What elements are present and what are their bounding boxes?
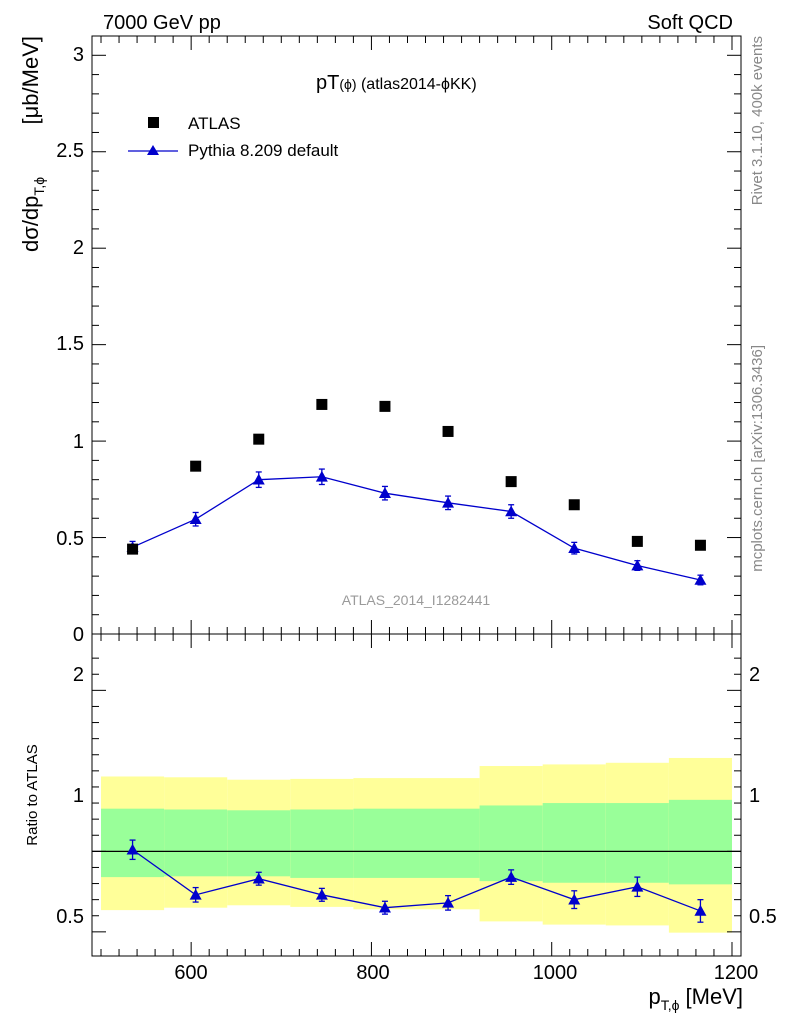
ratio-bands xyxy=(92,757,741,933)
ratio-point-9 xyxy=(694,904,707,916)
legend-label-pythia: Pythia 8.209 default xyxy=(188,141,339,160)
ratio-ytick-right-0.5: 0.5 xyxy=(749,906,777,928)
ratio-point-1 xyxy=(189,888,202,900)
mc-point-3 xyxy=(315,470,328,482)
ratio-point-8 xyxy=(631,880,644,892)
mcplots-label: mcplots.cern.ch [arXiv:1306.3436] xyxy=(749,345,766,572)
x-axis-ticks xyxy=(100,36,733,956)
green-band-8 xyxy=(605,803,669,883)
green-band-9 xyxy=(668,799,732,885)
top-y-axis-label-sub: T,ϕ xyxy=(31,177,47,196)
green-band-7 xyxy=(542,803,606,883)
ratio-ytick-left-2: 2 xyxy=(73,664,84,686)
ratio-y-axis-label: Ratio to ATLAS xyxy=(24,744,41,845)
data-point-0 xyxy=(127,543,139,555)
ratio-ytick-right-1: 1 xyxy=(749,785,760,807)
xtick-1000: 1000 xyxy=(533,962,578,984)
ratio-point-2 xyxy=(252,872,265,884)
plot-title-rest: (atlas2014-ϕKK) xyxy=(357,76,477,93)
ratio-ytick-labels-left: 0.5 1 2 xyxy=(56,664,84,928)
top-ytick-labels: 0 0.5 1 1.5 2 2.5 3 xyxy=(56,44,84,646)
ratio-line xyxy=(132,849,701,912)
top-ytick-0.5: 0.5 xyxy=(56,528,84,550)
top-ytick-2.5: 2.5 xyxy=(56,140,84,162)
legend-marker-atlas xyxy=(148,117,159,128)
ratio-panel-frame xyxy=(91,633,742,957)
xtick-labels: 600 800 1000 1200 xyxy=(174,962,758,984)
xtick-600: 600 xyxy=(174,962,207,984)
data-point-4 xyxy=(379,400,391,412)
ratio-ytick-labels-right: 0.5 1 2 xyxy=(749,664,777,928)
top-panel-ticks xyxy=(92,54,741,635)
green-band-6 xyxy=(479,805,543,882)
mc-point-7 xyxy=(568,542,581,553)
ratio-point-0 xyxy=(126,843,139,855)
mc-point-2 xyxy=(252,473,265,485)
analysis-watermark: ATLAS_2014_I1282441 xyxy=(342,592,491,608)
ratio-ytick-right-2: 2 xyxy=(749,664,760,686)
green-band-1 xyxy=(164,809,228,877)
ratio-point-7 xyxy=(568,893,581,905)
data-point-5 xyxy=(442,425,454,437)
x-axis-label-main: p xyxy=(648,984,660,1009)
data-point-8 xyxy=(631,535,643,547)
ratio-ytick-left-1: 1 xyxy=(73,785,84,807)
x-axis-label-sub: T,ϕ xyxy=(661,997,680,1013)
ratio-mc-series xyxy=(126,839,707,923)
top-y-axis-label-main: [μb/MeV] xyxy=(18,36,43,124)
top-y-axis-label: [μb/MeV] xyxy=(18,36,43,124)
mc-point-9 xyxy=(694,573,707,585)
x-axis-label: pT,ϕ [MeV] xyxy=(648,984,743,1013)
x-axis-label-unit: [MeV] xyxy=(679,984,743,1009)
ratio-ytick-left-0.5: 0.5 xyxy=(56,906,84,928)
plot-title-main: pT xyxy=(316,72,339,94)
plot-title-paren: (ϕ) xyxy=(339,76,356,92)
top-ytick-1.5: 1.5 xyxy=(56,333,84,355)
ratio-point-5 xyxy=(442,896,455,908)
ratio-panel-ticks xyxy=(92,657,741,933)
legend: ATLAS Pythia 8.209 default xyxy=(128,114,339,160)
top-ytick-1: 1 xyxy=(73,431,84,453)
green-band-4 xyxy=(353,808,417,878)
mc-point-8 xyxy=(631,559,644,571)
green-band-5 xyxy=(416,808,480,878)
ratio-point-4 xyxy=(378,901,391,913)
plot-title: pT(ϕ) (atlas2014-ϕKK) xyxy=(316,72,477,94)
data-point-2 xyxy=(253,433,265,445)
data-point-3 xyxy=(316,398,328,410)
rivet-label: Rivet 3.1.10, 400k events xyxy=(749,36,766,205)
xtick-800: 800 xyxy=(356,962,389,984)
ratio-point-3 xyxy=(315,888,328,900)
mc-point-4 xyxy=(378,487,391,498)
mc-point-1 xyxy=(189,513,202,525)
mc-line xyxy=(132,476,701,581)
data-point-7 xyxy=(568,499,580,511)
data-point-1 xyxy=(190,460,202,472)
green-band-3 xyxy=(290,809,354,878)
data-point-9 xyxy=(694,539,706,551)
legend-label-atlas: ATLAS xyxy=(188,114,241,133)
top-ytick-0: 0 xyxy=(73,624,84,646)
top-y-axis-label-lead: dσ/dpT,ϕ xyxy=(18,177,47,252)
xtick-1200: 1200 xyxy=(714,962,759,984)
top-ytick-2: 2 xyxy=(73,237,84,259)
top-ytick-3: 3 xyxy=(73,44,84,66)
ratio-point-6 xyxy=(505,871,518,882)
header-left: 7000 GeV pp xyxy=(103,12,221,34)
green-band-2 xyxy=(227,810,291,877)
top-mc-series xyxy=(126,468,707,586)
mc-point-6 xyxy=(505,505,518,517)
top-y-axis-label-start: dσ/dp xyxy=(18,196,43,252)
legend-marker-pythia xyxy=(147,145,159,155)
mc-point-5 xyxy=(442,496,455,508)
header-right: Soft QCD xyxy=(647,12,733,34)
top-data-series xyxy=(127,398,706,555)
data-point-6 xyxy=(505,476,517,488)
